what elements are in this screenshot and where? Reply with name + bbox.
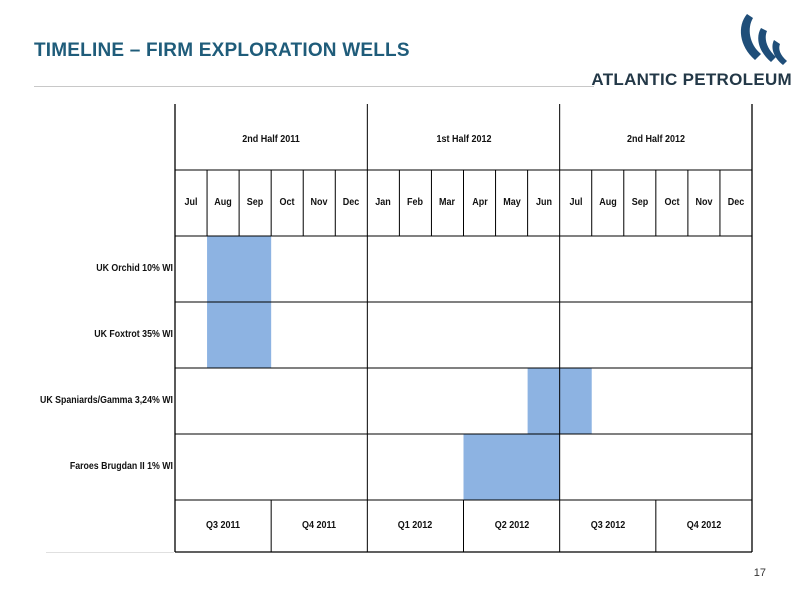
page-number: 17 [753, 567, 766, 579]
well-label: Faroes Brugdan II 1% WI [69, 461, 173, 472]
month-header: Oct [279, 197, 295, 208]
half-year-header: 2nd Half 2011 [242, 134, 300, 145]
month-header: Feb [407, 197, 424, 208]
month-header: Dec [343, 197, 360, 208]
footer-divider [46, 552, 174, 553]
half-year-header: 2nd Half 2012 [626, 134, 685, 145]
month-header: Jul [184, 197, 198, 208]
quarter-label: Q2 2012 [494, 520, 529, 531]
atlantic-petroleum-wave-mark-icon [740, 14, 787, 65]
month-header: May [502, 197, 521, 208]
well-schedule-bar [207, 236, 272, 302]
month-header: Jul [569, 197, 583, 208]
company-name: ATLANTIC PETROLEUM [591, 70, 792, 89]
month-header: Jun [535, 197, 552, 208]
month-header: Nov [310, 197, 328, 208]
well-schedule-bar [207, 302, 272, 368]
well-label: UK Foxtrot 35% WI [94, 329, 173, 340]
month-header: Apr [471, 197, 488, 208]
quarter-label: Q1 2012 [398, 520, 433, 531]
page-title: TIMELINE – FIRM EXPLORATION WELLS [34, 40, 410, 61]
month-header: Sep [631, 197, 649, 208]
month-header: Nov [695, 197, 713, 208]
quarter-label: Q3 2012 [590, 520, 626, 531]
month-header: Dec [727, 197, 745, 208]
well-label: UK Spaniards/Gamma 3,24% WI [39, 395, 173, 406]
month-header: Aug [598, 197, 617, 208]
quarter-label: Q3 2011 [206, 520, 241, 531]
title-divider [34, 86, 594, 87]
month-header: Mar [439, 197, 456, 208]
month-header: Aug [214, 197, 232, 208]
month-header: Jan [375, 197, 392, 208]
quarter-label: Q4 2011 [302, 520, 337, 531]
half-year-header: 1st Half 2012 [435, 134, 492, 145]
month-header: Sep [246, 197, 264, 208]
well-schedule-bar [463, 434, 560, 500]
quarter-label: Q4 2012 [686, 520, 722, 531]
well-label: UK Orchid 10% WI [96, 263, 173, 274]
month-header: Oct [664, 197, 680, 208]
